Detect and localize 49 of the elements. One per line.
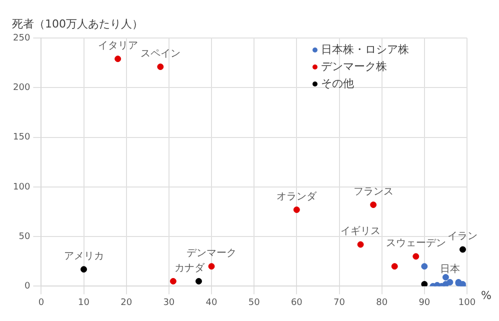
point <box>446 278 454 286</box>
point <box>391 263 398 270</box>
x-tick-label: 20 <box>120 298 132 308</box>
y-tick-label: 100 <box>12 182 30 192</box>
y-tick-label: 150 <box>12 132 30 143</box>
x-tick-label: 10 <box>78 298 90 308</box>
x-tick-label: 100 <box>458 298 476 308</box>
x-axis-title: % <box>481 289 492 302</box>
point <box>357 241 364 248</box>
y-tick-label: 250 <box>12 33 30 44</box>
annotation: スペイン <box>140 48 180 60</box>
x-tick-label: 60 <box>290 298 303 308</box>
point <box>195 278 202 284</box>
point <box>421 263 428 270</box>
y-axis-title: 死者（100万人あたり人） <box>12 17 143 30</box>
legend-label: デンマーク株 <box>321 60 387 73</box>
x-tick-label: 30 <box>163 298 175 308</box>
annotation: デンマーク <box>186 248 237 259</box>
annotation: フランス <box>353 186 394 198</box>
y-tick-label: 200 <box>12 82 30 93</box>
point <box>80 266 88 273</box>
point <box>293 206 300 214</box>
legend-label: 日本株・ロシア株 <box>321 42 409 56</box>
y-tick-label: 50 <box>18 232 30 242</box>
legend-label: その他 <box>321 76 354 90</box>
annotation: アメリカ <box>64 250 104 262</box>
point <box>157 64 164 70</box>
annotation: イラン <box>448 231 478 242</box>
x-tick-label: 90 <box>418 298 430 308</box>
annotation: オランダ <box>276 190 318 202</box>
x-tick-label: 0 <box>38 298 44 308</box>
point <box>412 253 420 260</box>
x-tick-label: 80 <box>376 298 388 308</box>
x-tick-label: 50 <box>248 298 260 308</box>
annotation: イギリス <box>340 225 381 238</box>
annotation: イタリア <box>98 40 138 52</box>
point <box>208 263 215 270</box>
point <box>170 278 176 284</box>
annotation: スウェーデン <box>386 238 446 250</box>
y-tick-label: 0 <box>24 282 30 292</box>
x-tick-label: 70 <box>334 298 346 308</box>
annotation: 日本 <box>440 262 460 275</box>
point <box>114 56 122 62</box>
point <box>459 246 466 253</box>
point <box>442 274 449 281</box>
point <box>421 280 428 286</box>
point <box>370 202 377 208</box>
x-tick-label: 40 <box>206 298 218 308</box>
annotation: カナダ <box>174 262 206 274</box>
